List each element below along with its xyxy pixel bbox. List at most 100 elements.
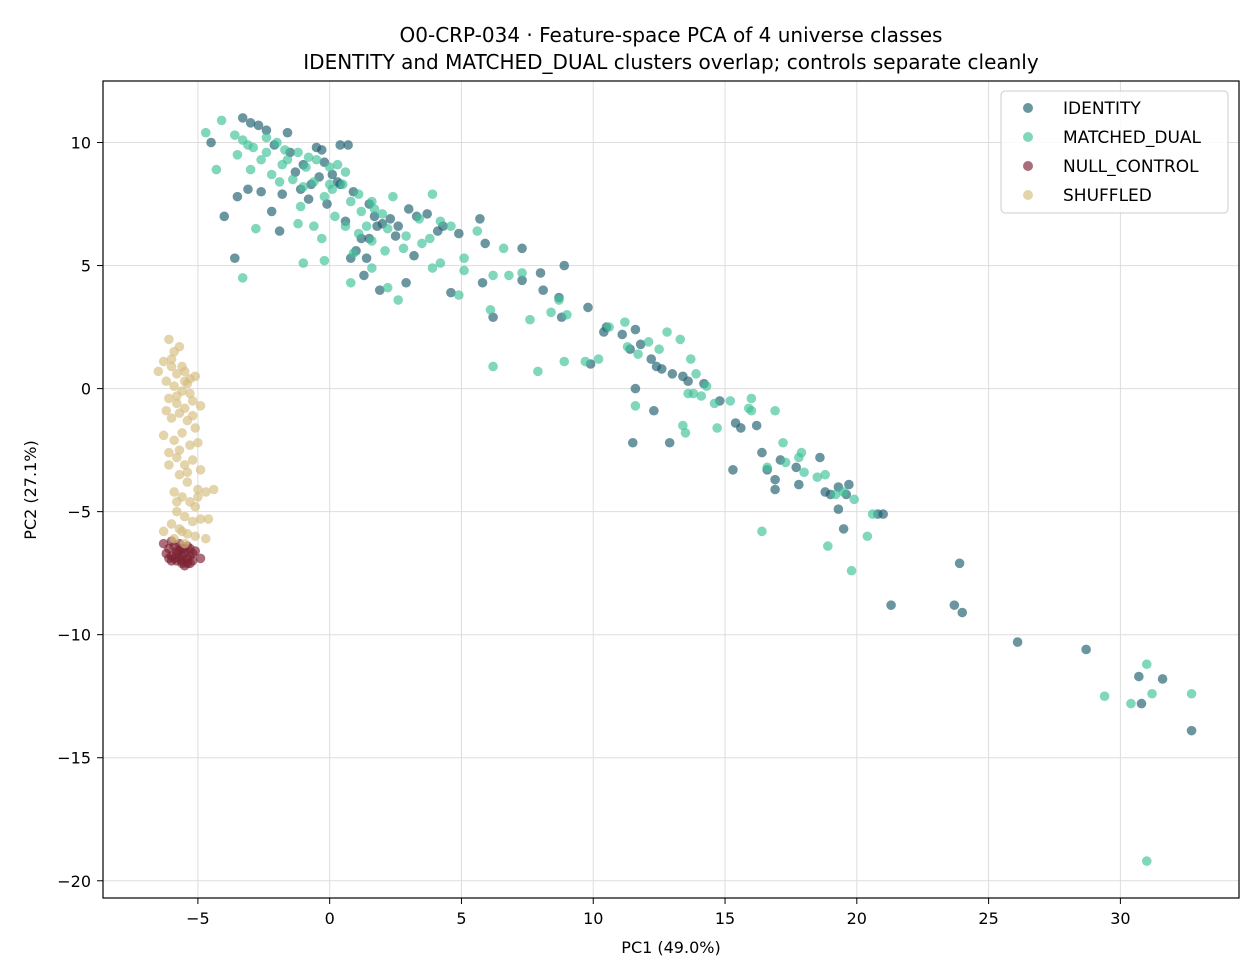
data-point: [646, 354, 657, 364]
data-point: [261, 125, 272, 136]
data-point: [517, 275, 527, 286]
y-tick-label: −10: [57, 626, 91, 645]
data-point: [878, 509, 888, 519]
data-point: [583, 302, 593, 313]
data-point: [211, 164, 222, 175]
data-point: [195, 401, 206, 411]
data-point: [345, 277, 356, 288]
data-point: [627, 437, 638, 448]
data-point: [172, 398, 182, 409]
data-point: [158, 430, 169, 441]
data-point: [849, 494, 859, 505]
data-point: [1147, 688, 1157, 699]
y-tick-label: 5: [81, 257, 91, 276]
data-point: [164, 334, 174, 345]
data-point: [340, 221, 351, 231]
data-point: [475, 214, 485, 224]
data-point: [459, 265, 469, 276]
data-point: [190, 531, 201, 542]
data-point: [335, 140, 346, 150]
data-point: [432, 226, 443, 236]
data-point: [796, 447, 807, 458]
y-axis-label: PC2 (27.1%): [21, 440, 40, 539]
data-point: [195, 553, 206, 564]
data-point: [746, 405, 757, 416]
data-point: [380, 245, 390, 256]
data-point: [327, 169, 338, 180]
legend-label: NULL_CONTROL: [1063, 157, 1199, 177]
data-point: [200, 487, 211, 497]
legend-marker: [1023, 132, 1033, 142]
data-point: [164, 393, 174, 404]
data-point: [635, 339, 646, 350]
data-point: [158, 356, 169, 367]
data-point: [311, 154, 322, 165]
data-point: [633, 349, 643, 359]
data-point: [374, 285, 385, 295]
data-point: [322, 199, 332, 209]
data-point: [751, 420, 762, 431]
data-point: [1134, 671, 1144, 682]
data-point: [164, 460, 174, 470]
legend: IDENTITY MATCHED_DUAL NULL_CONTROL SHUFFLED: [1000, 90, 1229, 214]
data-point: [1186, 725, 1197, 736]
data-point: [206, 137, 216, 148]
data-point: [757, 526, 767, 537]
data-point: [309, 177, 319, 187]
data-point: [274, 177, 285, 187]
data-point: [164, 447, 174, 458]
data-point: [485, 305, 496, 315]
data-point: [604, 322, 614, 332]
data-point: [185, 388, 195, 399]
x-axis-ticks: −5 0 5 10 15 20 25 30: [186, 898, 1131, 928]
data-point: [172, 506, 182, 517]
data-point: [169, 435, 179, 446]
data-point: [377, 209, 388, 219]
data-point: [728, 465, 738, 475]
data-point: [414, 214, 425, 224]
data-point: [187, 410, 198, 421]
data-point: [316, 233, 327, 244]
plot-area-frame: [102, 80, 1240, 899]
data-point: [195, 465, 206, 475]
data-point: [846, 565, 857, 576]
y-tick-label: 10: [71, 134, 91, 153]
x-tick-label: 10: [583, 909, 603, 928]
data-point: [820, 469, 830, 480]
data-point: [630, 324, 641, 335]
data-point: [266, 169, 277, 180]
data-point: [649, 405, 659, 416]
data-point: [664, 437, 675, 448]
x-axis-label: PC1 (49.0%): [621, 938, 720, 957]
legend-label: SHUFFLED: [1063, 186, 1152, 206]
data-point: [1136, 698, 1147, 709]
data-point: [166, 519, 177, 529]
data-point: [169, 487, 179, 497]
data-point: [622, 341, 633, 352]
data-point: [287, 174, 298, 185]
y-tick-label: −15: [57, 749, 91, 768]
legend-marker: [1023, 161, 1033, 171]
data-point: [295, 201, 306, 212]
data-point: [261, 147, 272, 158]
data-point: [200, 127, 211, 138]
data-point: [559, 356, 570, 367]
data-point: [298, 258, 309, 268]
data-point: [161, 405, 172, 416]
data-point: [593, 354, 604, 364]
x-tick-label: 15: [715, 909, 735, 928]
x-tick-label: −5: [186, 909, 210, 928]
data-point: [367, 263, 377, 273]
data-point: [691, 369, 701, 379]
data-point: [446, 287, 456, 298]
data-point: [678, 420, 688, 431]
series-matched-dual: [200, 115, 1197, 866]
data-point: [303, 194, 314, 204]
y-axis-ticks: 10 5 0 −5 −10 −15 −20: [57, 134, 103, 891]
data-point: [833, 504, 844, 514]
data-point: [232, 191, 243, 202]
data-point: [369, 204, 380, 214]
data-point: [812, 472, 823, 482]
data-point: [472, 226, 483, 236]
grid-lines: [103, 81, 1239, 898]
